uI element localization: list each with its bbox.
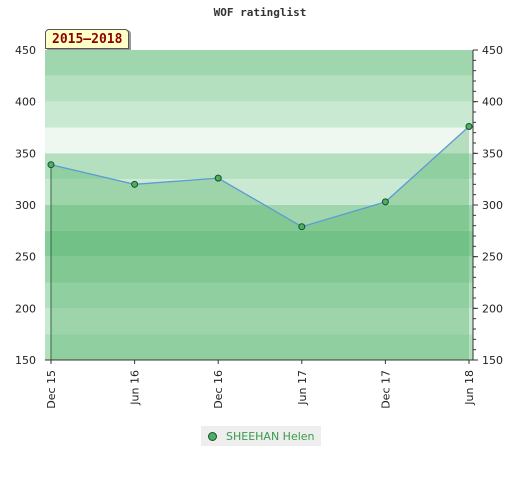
background-band (45, 308, 473, 335)
series-area (50, 126, 469, 360)
data-point (214, 174, 222, 182)
data-point (465, 122, 473, 130)
x-tick-label: Dec 16 (212, 370, 225, 409)
y-tick-label-left: 250 (15, 251, 36, 264)
background-band (45, 334, 473, 360)
legend[interactable]: SHEEHAN Helen (201, 426, 321, 446)
x-tick-label: Dec 17 (379, 370, 392, 409)
background-band (45, 256, 473, 283)
y-tick-label-left: 150 (15, 354, 36, 367)
series-line-path (50, 125, 470, 228)
y-tick-label-right: 250 (482, 251, 503, 264)
y-tick-label-right: 350 (482, 147, 503, 160)
background-band (45, 205, 473, 231)
series-points (47, 122, 473, 231)
background-band (45, 50, 473, 76)
background-band (45, 230, 473, 257)
x-axis: Dec 15 Jun 16 Dec 16 Jun 17 Dec 17 Jun 18 (45, 359, 476, 409)
background-band (45, 101, 473, 128)
background-band (45, 75, 473, 102)
background-band (45, 179, 473, 205)
x-tick-label: Jun 16 (129, 370, 142, 406)
data-point (131, 180, 139, 188)
legend-marker (208, 431, 217, 441)
series-line (50, 125, 470, 228)
y-tick-label-right: 400 (482, 96, 503, 109)
background-bands (45, 50, 473, 360)
background-band (45, 282, 473, 309)
y-axis-left: 150 200 250 300 350 400 450 (15, 44, 36, 367)
y-tick-label-left: 450 (15, 44, 36, 57)
y-tick-label-left: 400 (15, 96, 36, 109)
series-area-fill (51, 126, 469, 360)
y-tick-label-right: 150 (482, 354, 503, 367)
y-tick-label-right: 300 (482, 199, 503, 212)
y-tick-label-left: 350 (15, 147, 36, 160)
y-axis-right: 150 200 250 300 350 400 450 (472, 44, 503, 367)
legend-label: SHEEHAN Helen (226, 429, 315, 443)
chart-title: WOF ratinglist (213, 6, 307, 19)
data-point (47, 161, 55, 169)
x-tick-label: Jun 18 (463, 370, 476, 406)
y-tick-label-left: 300 (15, 199, 36, 212)
y-tick-label-right: 200 (482, 302, 503, 315)
x-tick-label: Dec 15 (45, 370, 58, 409)
data-point (298, 223, 306, 231)
x-tick-label: Jun 17 (296, 370, 309, 406)
background-band (45, 153, 473, 180)
period-badge: 2015–2018 (45, 29, 130, 49)
y-tick-label-left: 200 (15, 302, 36, 315)
background-band (45, 127, 473, 154)
data-point (381, 198, 389, 206)
y-tick-label-right: 450 (482, 44, 503, 57)
